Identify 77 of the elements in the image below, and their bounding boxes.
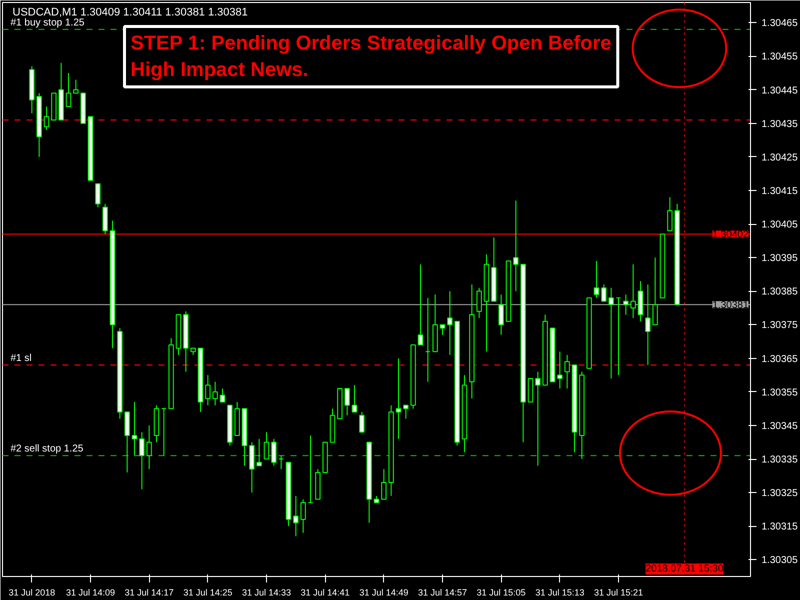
y-tick-label: 1.30465 — [762, 18, 798, 30]
y-tick-label: 1.30365 — [762, 354, 798, 365]
y-tick-label: 1.30345 — [762, 420, 798, 432]
candlestick — [220, 388, 226, 402]
y-tick-label: 1.30425 — [762, 152, 798, 164]
candlestick — [564, 354, 570, 390]
candlestick — [513, 200, 519, 292]
x-tick-label: 31 Jul 2018 — [8, 588, 56, 598]
candlestick — [557, 351, 563, 390]
candlestick — [476, 287, 482, 319]
candlestick — [535, 371, 541, 466]
x-tick-label: 31 Jul 14:17 — [124, 588, 174, 598]
y-tick-label: 1.30335 — [762, 454, 798, 466]
candlestick — [95, 183, 101, 208]
candlestick — [652, 257, 658, 326]
ref-line-label: 2018.07.31 15:30 — [646, 564, 724, 574]
candlestick — [645, 284, 651, 366]
candlestick — [352, 384, 358, 413]
ref-line-label: #1 buy stop 1.25 — [10, 17, 85, 28]
candlestick — [132, 401, 138, 456]
y-tick-label: 1.30455 — [762, 52, 798, 63]
y-tick-label: 1.30435 — [762, 118, 798, 130]
ref-line-label: #1 sl — [10, 353, 32, 364]
x-tick-label: 31 Jul 14:09 — [66, 588, 116, 598]
y-tick-label: 1.30385 — [762, 286, 798, 298]
candlestick — [608, 287, 614, 379]
candlestick — [66, 72, 72, 108]
y-tick-label: 1.30315 — [762, 522, 798, 533]
candlestick — [124, 412, 130, 473]
candlestick — [293, 495, 299, 537]
y-tick-label: 1.30395 — [762, 253, 798, 264]
candlestick — [623, 294, 629, 316]
candlestick — [249, 442, 255, 494]
candlestick — [146, 424, 152, 470]
candlestick — [396, 358, 402, 440]
x-tick-label: 31 Jul 14:41 — [300, 588, 350, 598]
y-tick-label: 1.30355 — [762, 387, 798, 398]
candlestick — [359, 412, 365, 433]
x-tick-label: 31 Jul 15:05 — [476, 588, 526, 598]
candlestick — [594, 260, 600, 298]
candlestick — [344, 388, 350, 416]
candlestick — [381, 468, 387, 500]
candlestick — [205, 374, 211, 406]
y-tick-label: 1.30325 — [762, 488, 798, 500]
x-tick-label: 31 Jul 14:57 — [418, 588, 468, 598]
candlestick — [102, 203, 108, 235]
candlestick — [300, 498, 306, 534]
x-tick-label: 31 Jul 14:25 — [183, 588, 232, 598]
y-tick-label: 1.30305 — [762, 555, 798, 566]
candlestick — [601, 284, 607, 302]
candlestick — [498, 294, 504, 336]
x-tick-label: 31 Jul 14:49 — [359, 588, 408, 598]
candlestick — [667, 196, 673, 232]
y-tick-label: 1.30375 — [762, 320, 798, 332]
x-tick-label: 31 Jul 14:33 — [242, 588, 292, 598]
candlestick — [440, 324, 446, 336]
x-tick-label: 31 Jul 15:13 — [535, 588, 584, 598]
candlestick — [73, 79, 79, 94]
y-tick-label: 1.30445 — [762, 85, 798, 96]
ref-line-label: #2 sell stop 1.25 — [10, 444, 84, 455]
annotation: STEP 1: Pending Orders Strategically Open Before High Impact News. — [130, 32, 612, 81]
candlestick — [271, 438, 277, 466]
candlestick — [447, 290, 453, 356]
candlestick — [139, 432, 145, 490]
candlestick — [264, 432, 270, 460]
candlestick — [403, 404, 409, 420]
candlestick — [418, 264, 424, 346]
candlestick — [256, 438, 262, 466]
candlestick — [44, 106, 50, 131]
x-tick-label: 31 Jul 15:21 — [594, 588, 644, 598]
candlestick — [212, 381, 218, 406]
y-tick-label: 1.30415 — [762, 186, 798, 197]
chart-title: USDCAD,M1 1.30409 1.30411 1.30381 1.30381 — [12, 6, 248, 18]
y-tick-label: 1.30405 — [762, 220, 798, 231]
candlestick — [528, 378, 534, 402]
candlestick — [638, 280, 644, 322]
candlestick — [630, 264, 636, 319]
